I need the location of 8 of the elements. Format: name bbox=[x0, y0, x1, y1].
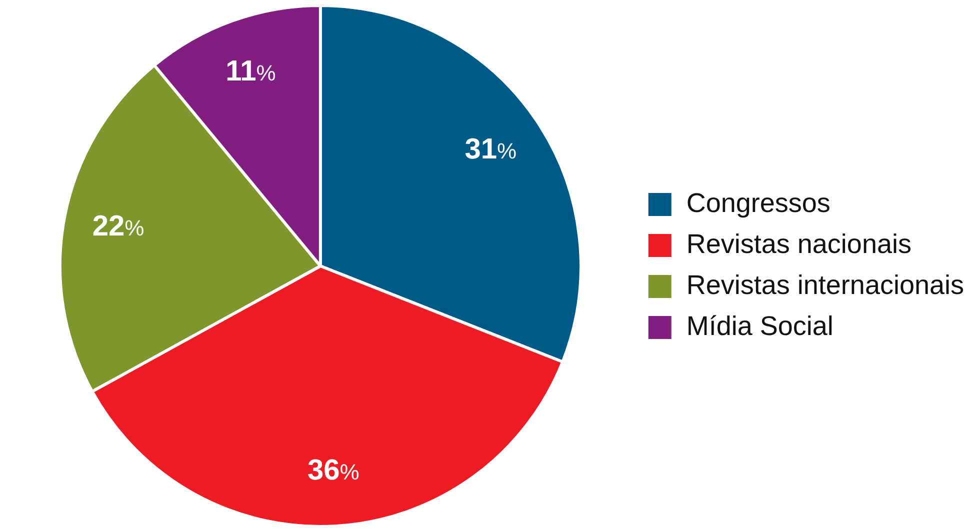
legend-label: Revistas nacionais bbox=[686, 228, 912, 259]
legend-label: Congressos bbox=[686, 188, 830, 218]
data-label: 22% bbox=[92, 210, 144, 242]
data-label: 11% bbox=[226, 55, 276, 88]
legend-label: Revistas internacionais bbox=[686, 270, 964, 300]
data-label: 36% bbox=[307, 454, 360, 486]
data-label: 31% bbox=[464, 133, 517, 166]
legend-label: Mídia Social bbox=[686, 310, 834, 341]
